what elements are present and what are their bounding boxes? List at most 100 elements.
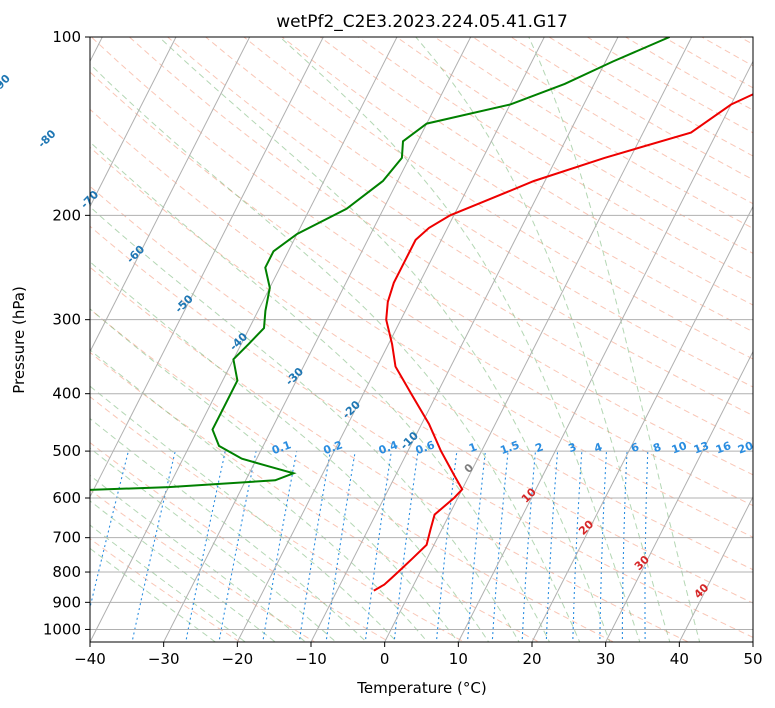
moist-adiabat-line	[90, 261, 490, 642]
moist-adiabat-line	[90, 206, 520, 642]
dry-adiabat-line	[395, 37, 753, 254]
dry-adiabat-line	[90, 37, 753, 476]
dry-adiabat-line	[128, 37, 753, 446]
moist-adiabat-line	[528, 37, 701, 642]
dry-adiabat-line	[90, 489, 316, 642]
profile-series	[90, 37, 753, 592]
mixing-ratio-line	[545, 451, 559, 642]
plot-frame	[89, 36, 754, 643]
dry-adiabat-line	[281, 37, 753, 333]
dry-adiabat-line	[700, 37, 753, 67]
mixing-ratio-line	[621, 451, 628, 642]
mixing-ratio-line	[90, 450, 129, 610]
moist-adiabat-line	[90, 308, 459, 642]
y-tick-label: 700	[52, 529, 81, 547]
chart-title: wetPf2_C2E3.2023.224.05.41.G17	[276, 12, 568, 32]
moist-adiabat-line	[158, 37, 611, 642]
isotherm-line	[752, 640, 753, 642]
mixing-ratio-label: 13	[692, 439, 711, 456]
isotherm-line	[605, 350, 753, 642]
isotherm-line	[236, 37, 545, 642]
mixing-ratio-line	[521, 451, 537, 642]
moist-adiabat-line	[90, 524, 247, 642]
mixing-ratio-label: 3	[567, 440, 579, 455]
isotherm-label: 0	[462, 461, 477, 476]
mixing-ratio-label: 0.6	[414, 438, 437, 457]
moist-adiabat-line	[90, 417, 368, 642]
y-tick-label: 100	[52, 28, 81, 46]
moist-adiabat-line	[90, 349, 429, 642]
dry-adiabat-line	[357, 37, 753, 280]
moist-adiabat-line	[90, 474, 307, 642]
y-tick-label: 300	[52, 311, 81, 329]
dry-adiabat-line	[90, 108, 753, 538]
temperature-line	[373, 93, 753, 592]
isotherm-line	[90, 37, 251, 353]
x-tick-label: −30	[148, 650, 180, 668]
y-axis-ticks: 100 200 300 400 500 600 700 800 900 1000	[43, 28, 90, 638]
dry-adiabat-line	[90, 225, 753, 638]
dry-adiabat-line	[166, 37, 753, 417]
x-tick-label: 10	[449, 650, 468, 668]
y-tick-label: 900	[52, 593, 81, 611]
moist-adiabat-line	[90, 141, 551, 642]
y-tick-label: 500	[52, 442, 81, 460]
dry-adiabat-line	[90, 441, 391, 642]
x-tick-label: 0	[380, 650, 390, 668]
mixing-ratio-line	[393, 451, 419, 642]
y-axis-label: Pressure (hPa)	[10, 286, 28, 394]
mixing-ratio-line	[298, 451, 331, 642]
x-tick-label: 40	[670, 650, 689, 668]
dry-adiabat-line	[90, 266, 690, 642]
mixing-ratio-label: 0.1	[270, 438, 293, 457]
y-tick-label: 800	[52, 563, 81, 581]
x-tick-label: 30	[596, 650, 615, 668]
isotherm-line	[457, 60, 753, 642]
isotherm-line	[678, 495, 753, 642]
dry-adiabat-line	[738, 37, 753, 45]
mixing-ratio-label: 6	[629, 440, 641, 455]
mixing-ratio-line	[644, 451, 649, 642]
dry-adiabat-line	[471, 37, 753, 205]
isotherm-line	[90, 37, 177, 208]
mixing-ratio-label: 4	[592, 440, 604, 455]
moist-adiabat-line	[90, 500, 277, 642]
dry-adiabat-line	[730, 10, 775, 654]
mixing-ratio-label: 8	[651, 440, 663, 455]
y-tick-label: 400	[52, 385, 81, 403]
x-tick-label: 50	[743, 650, 762, 668]
dewpoint-line	[90, 37, 670, 491]
y-tick-label: 1000	[43, 620, 81, 638]
dry-adiabat-line	[90, 351, 540, 642]
moist-adiabat-line	[90, 447, 337, 642]
x-axis-label: Temperature (°C)	[356, 679, 486, 697]
mixing-ratio-line	[131, 450, 176, 642]
isotherm-line	[90, 37, 398, 642]
isotherm-line	[310, 37, 619, 642]
isotherm-line	[163, 37, 472, 642]
x-tick-label: −20	[222, 650, 254, 668]
mixing-ratio-line	[364, 451, 392, 642]
dry-adiabat-line	[90, 71, 753, 507]
isotherm-line	[384, 37, 693, 642]
mixing-ratio-label: 2	[533, 440, 545, 455]
isotherm-label: -90	[0, 72, 13, 95]
mixing-ratio-label: 1	[467, 440, 479, 455]
mixing-ratio-label: 10	[670, 439, 689, 457]
mixing-ratio-line	[466, 451, 486, 642]
background-lines	[90, 10, 775, 654]
dry-adiabat-line	[90, 538, 241, 642]
dry-adiabat-line	[767, 10, 775, 654]
dry-adiabat-line	[319, 37, 753, 306]
mixing-ratio-label: 16	[714, 439, 733, 457]
dry-adiabat-line	[433, 37, 753, 229]
isotherm-line	[90, 37, 324, 498]
isotherm-label: -80	[35, 127, 58, 150]
x-tick-label: −40	[74, 650, 106, 668]
mixing-ratio-label: 0.4	[377, 438, 400, 457]
moist-adiabat-line	[90, 385, 398, 642]
dry-adiabat-line	[624, 37, 753, 111]
mixing-ratio-label: 0.2	[322, 438, 345, 457]
